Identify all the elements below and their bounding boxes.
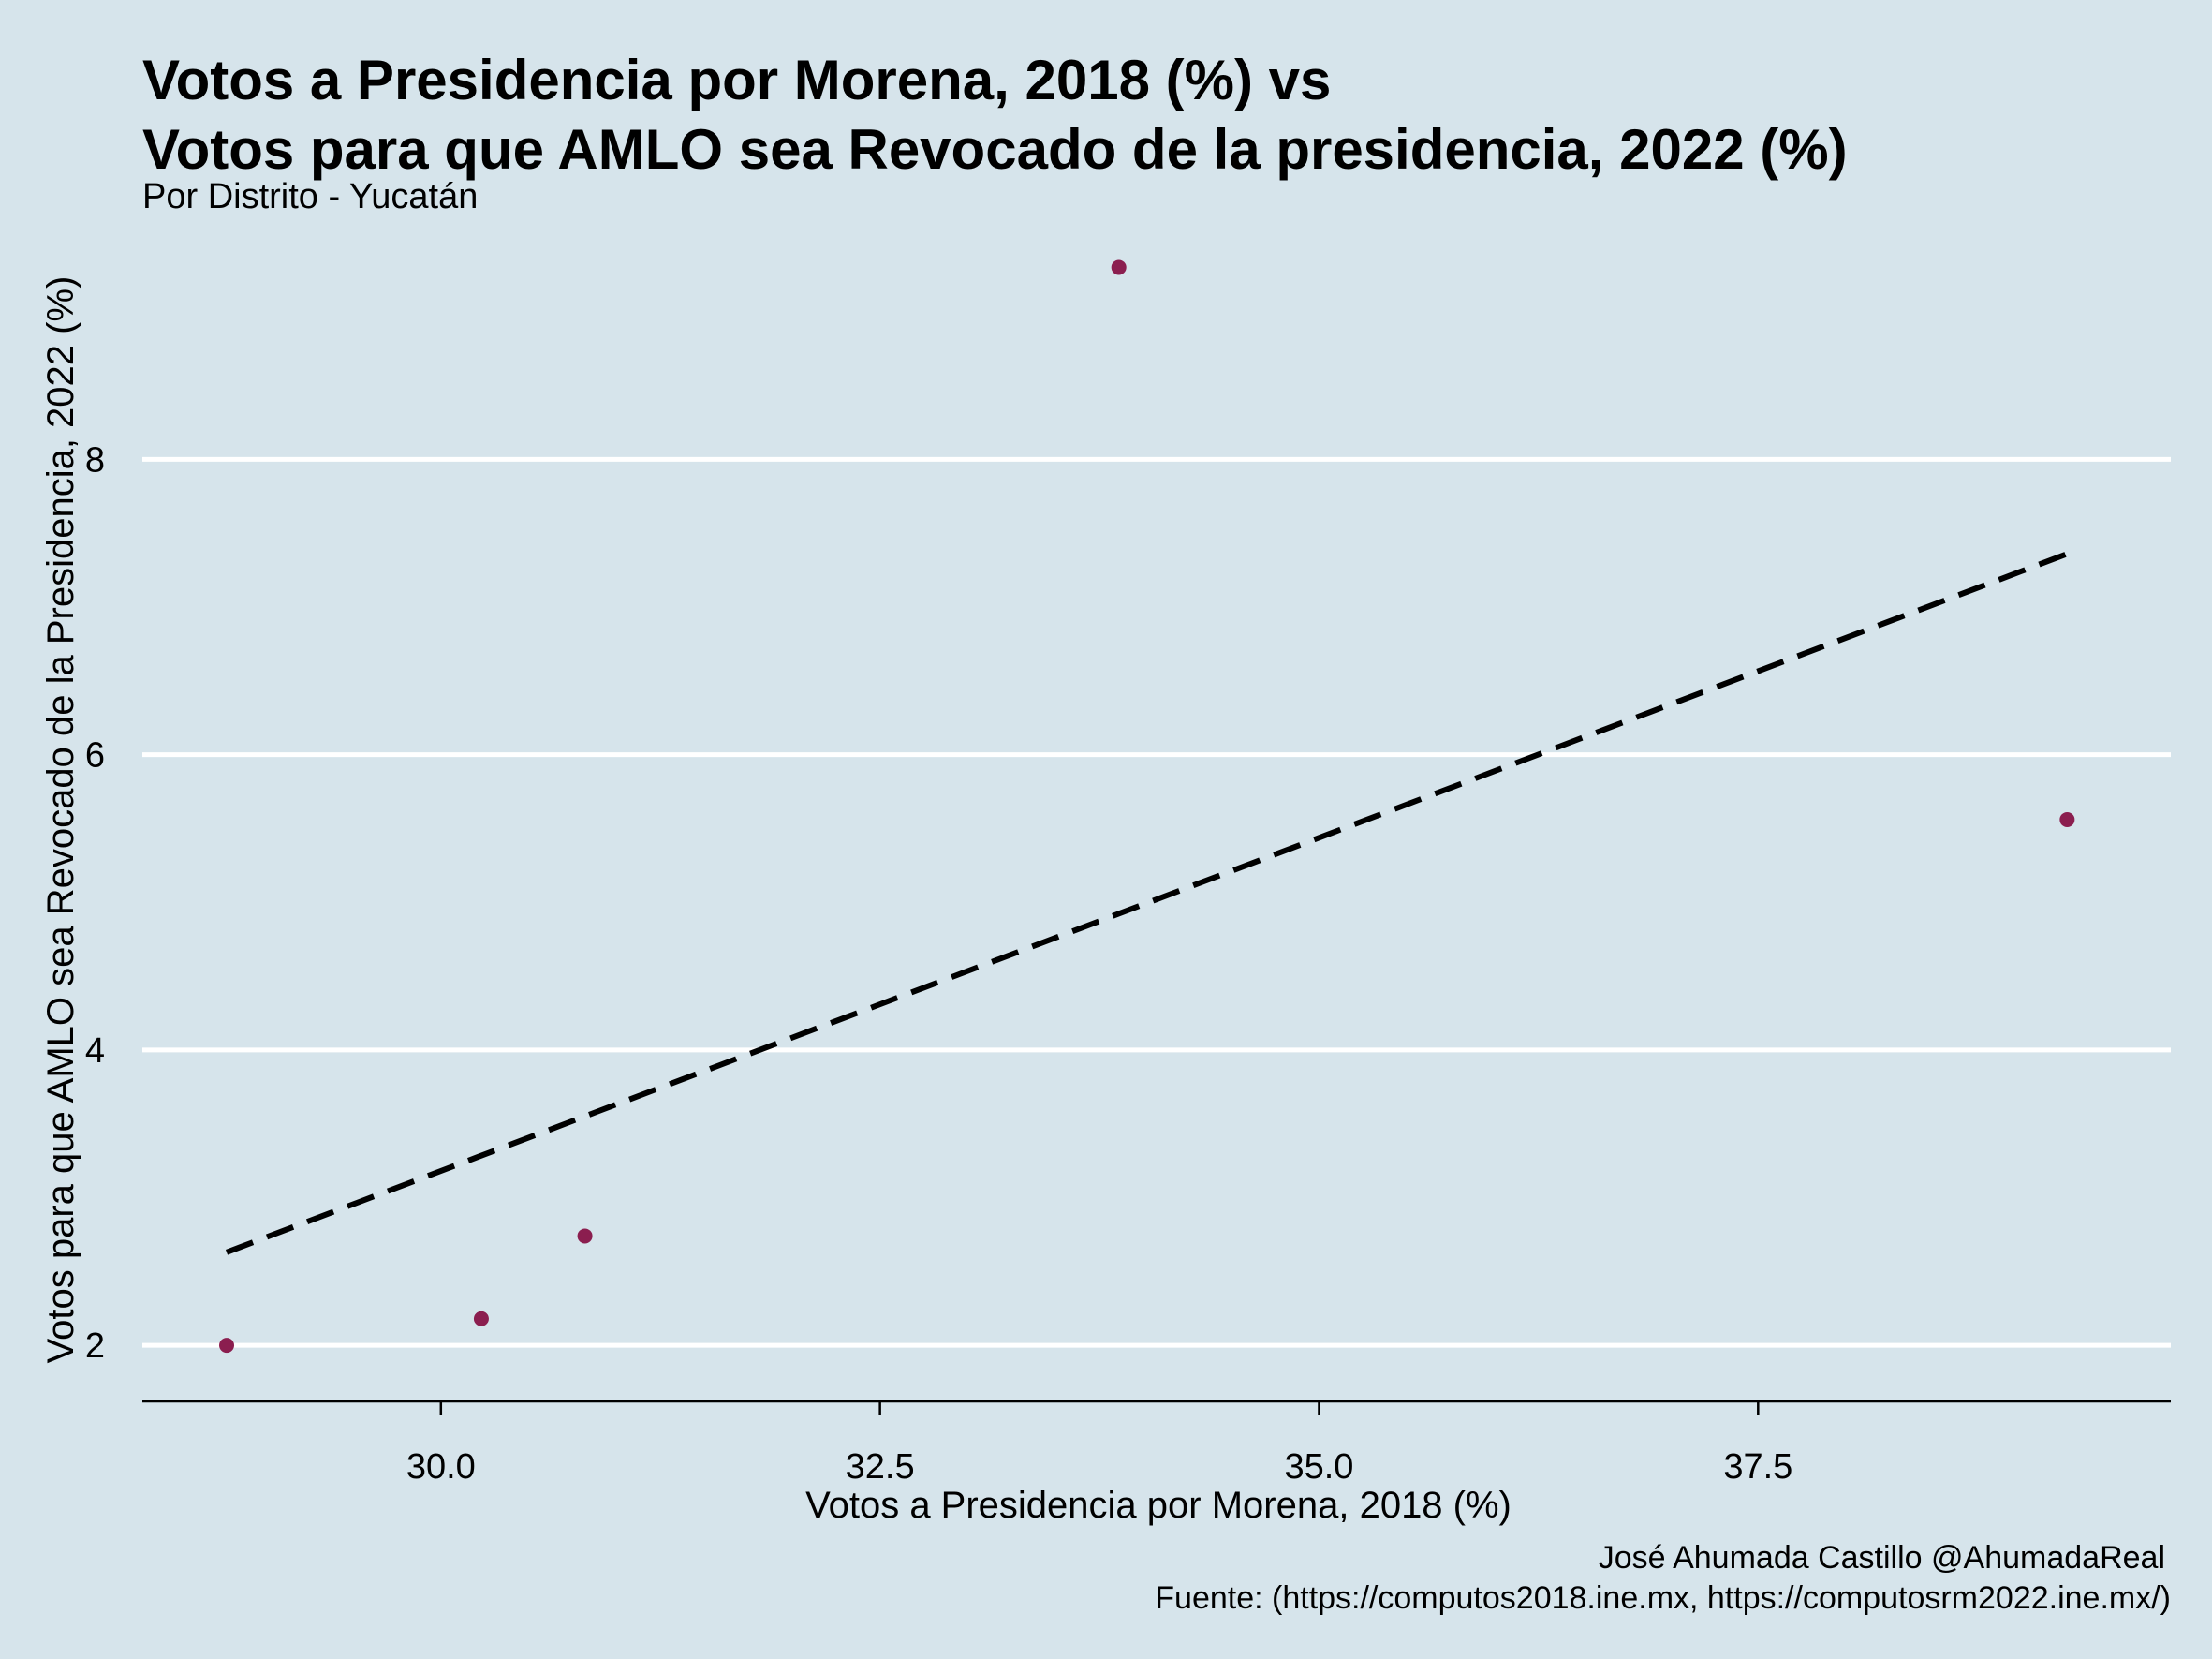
trend-line-group <box>225 551 2069 1255</box>
grid-lines <box>142 456 2171 1348</box>
x-tick-label: 30.0 <box>406 1447 476 1487</box>
trend-line <box>225 551 2069 1255</box>
y-tick-label: 8 <box>85 440 105 480</box>
data-point <box>473 1311 489 1326</box>
x-tick-label: 37.5 <box>1723 1447 1792 1487</box>
y-tick-label: 4 <box>85 1031 105 1071</box>
y-tick-label: 2 <box>85 1326 105 1366</box>
chart-title-line1: Votos a Presidencia por Morena, 2018 (%)… <box>142 49 1331 111</box>
x-axis-ticks: 30.0 32.5 35.0 37.5 <box>406 1401 1792 1487</box>
caption-source: Fuente: (https://computos2018.ine.mx, ht… <box>1155 1580 2171 1616</box>
x-axis-title: Votos a Presidencia por Morena, 2018 (%) <box>805 1485 1512 1526</box>
data-points <box>219 259 2075 1354</box>
y-axis-ticks: 2 4 6 8 <box>85 440 105 1366</box>
chart-subtitle: Por Distrito - Yucatán <box>142 177 478 216</box>
caption-author: José Ahumada Castillo @AhumadaReal <box>1599 1540 2165 1576</box>
data-point <box>577 1228 593 1244</box>
data-point <box>1111 259 1127 275</box>
data-point <box>219 1338 235 1354</box>
data-point <box>2059 811 2075 827</box>
chart-title-line2: Votos para que AMLO sea Revocado de la p… <box>142 118 1848 181</box>
y-axis-title: Votos para que AMLO sea Revocado de la P… <box>40 276 81 1364</box>
y-tick-label: 6 <box>85 736 105 776</box>
x-tick-label: 32.5 <box>846 1447 915 1487</box>
x-tick-label: 35.0 <box>1284 1447 1353 1487</box>
